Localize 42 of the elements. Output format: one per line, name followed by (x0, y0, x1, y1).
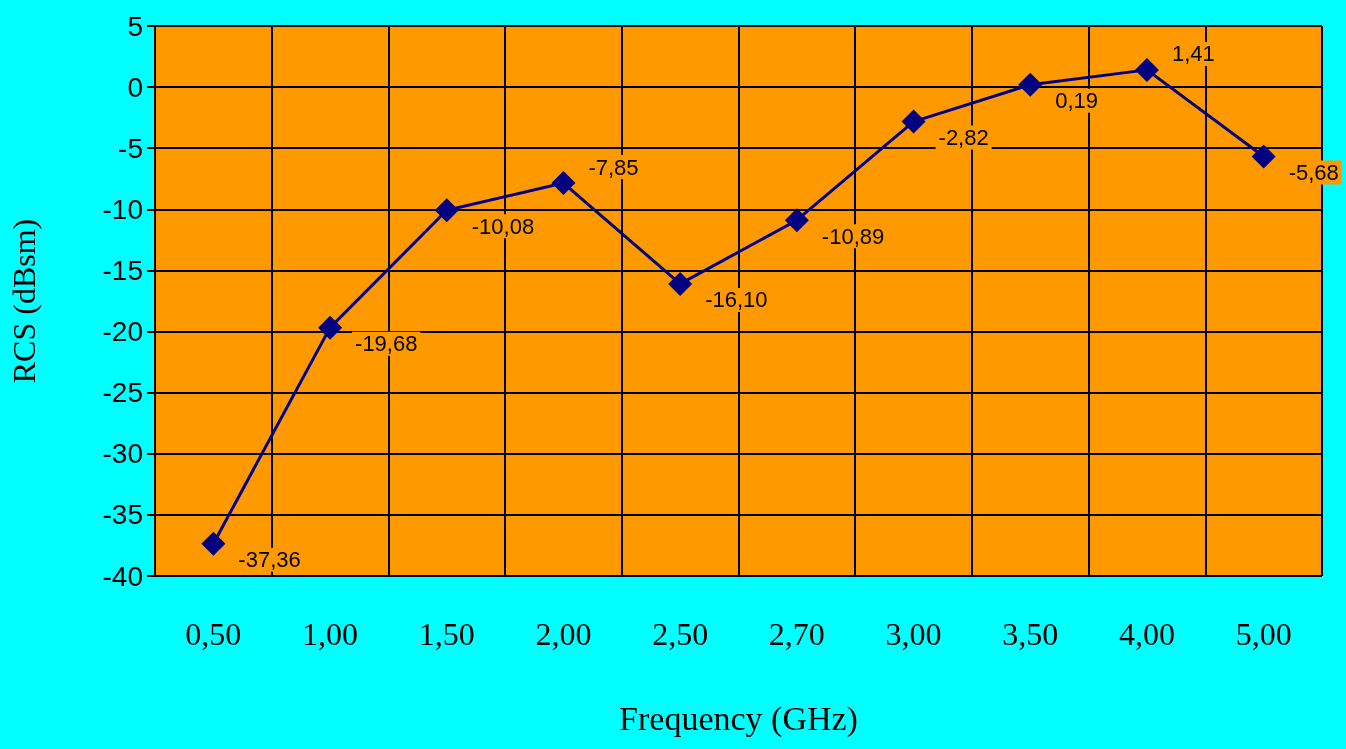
point (318, 315, 343, 340)
x-tick-label: 2,50 (652, 616, 709, 652)
x-tick-label: 5,00 (1235, 616, 1292, 652)
point (668, 271, 693, 296)
y-tick-label: 0 (127, 71, 143, 103)
y-tick-label: -5 (118, 132, 143, 164)
data-label: -10,89 (821, 223, 885, 249)
data-label: -2,82 (938, 125, 989, 151)
point (201, 531, 226, 556)
point (784, 208, 809, 233)
x-tick-label: 1,00 (302, 616, 359, 652)
point (1251, 144, 1276, 169)
point (434, 198, 459, 223)
y-tick-label: -35 (102, 499, 143, 531)
point (1134, 57, 1159, 82)
y-tick-label: -40 (102, 560, 143, 592)
data-label: -5,68 (1288, 160, 1339, 186)
x-axis-title: Frequency (GHz) (619, 699, 858, 738)
y-tick-label: -30 (102, 438, 143, 470)
x-tick-label: 3,50 (1002, 616, 1059, 652)
data-label: -37,36 (238, 547, 301, 573)
data-label: -7,85 (588, 154, 639, 180)
x-tick-label: 2,70 (768, 616, 825, 652)
y-tick-label: -15 (102, 254, 143, 286)
data-label: -10,08 (471, 213, 535, 239)
point (551, 171, 576, 196)
point (901, 109, 926, 134)
data-label: -19,68 (355, 331, 418, 357)
data-label: -16,10 (705, 287, 768, 313)
x-tick-label: 2,00 (535, 616, 592, 652)
y-tick-label: -25 (102, 377, 143, 409)
x-tick-label: 3,00 (885, 616, 942, 652)
x-tick-label: 4,00 (1118, 616, 1175, 652)
data-label: 0,19 (1055, 88, 1099, 114)
x-tick-label: 0,50 (185, 616, 242, 652)
point (1018, 72, 1043, 97)
y-tick-label: -20 (102, 316, 143, 348)
data-label: 1,41 (1171, 41, 1215, 67)
y-axis-title: RCS (dBsm) (6, 218, 42, 384)
y-tick-label: 5 (127, 10, 143, 42)
x-tick-label: 1,50 (418, 616, 475, 652)
y-tick-label: -10 (102, 193, 143, 225)
